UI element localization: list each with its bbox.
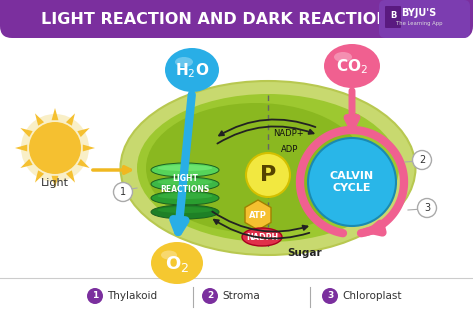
Text: Sugar: Sugar bbox=[288, 248, 322, 258]
Ellipse shape bbox=[158, 165, 212, 171]
FancyBboxPatch shape bbox=[0, 278, 473, 318]
Circle shape bbox=[202, 288, 218, 304]
Text: 1: 1 bbox=[120, 187, 126, 197]
Polygon shape bbox=[78, 159, 90, 168]
Ellipse shape bbox=[151, 191, 219, 205]
Ellipse shape bbox=[175, 57, 193, 67]
Ellipse shape bbox=[334, 52, 352, 62]
Circle shape bbox=[114, 183, 132, 202]
Text: Chloroplast: Chloroplast bbox=[342, 291, 402, 301]
Ellipse shape bbox=[151, 177, 219, 191]
Ellipse shape bbox=[137, 94, 399, 242]
Circle shape bbox=[87, 288, 103, 304]
Polygon shape bbox=[52, 176, 58, 188]
Ellipse shape bbox=[324, 44, 380, 88]
FancyBboxPatch shape bbox=[0, 0, 473, 38]
Circle shape bbox=[29, 122, 81, 174]
Polygon shape bbox=[35, 113, 44, 126]
Circle shape bbox=[21, 114, 89, 182]
Circle shape bbox=[412, 150, 431, 169]
Circle shape bbox=[246, 153, 290, 197]
Polygon shape bbox=[66, 113, 75, 126]
FancyBboxPatch shape bbox=[0, 38, 473, 278]
Text: CALVIN
CYCLE: CALVIN CYCLE bbox=[330, 171, 374, 193]
FancyBboxPatch shape bbox=[0, 0, 473, 20]
Text: ADP: ADP bbox=[281, 146, 298, 155]
Ellipse shape bbox=[146, 103, 366, 233]
Ellipse shape bbox=[151, 163, 219, 177]
Text: The Learning App: The Learning App bbox=[396, 22, 442, 26]
Ellipse shape bbox=[121, 81, 415, 255]
Text: LIGHT
REACTIONS: LIGHT REACTIONS bbox=[160, 174, 210, 194]
Ellipse shape bbox=[151, 205, 219, 219]
Text: P: P bbox=[260, 165, 276, 185]
Polygon shape bbox=[78, 128, 90, 137]
Text: NADPH: NADPH bbox=[246, 232, 278, 241]
Ellipse shape bbox=[158, 179, 212, 185]
Polygon shape bbox=[20, 159, 33, 168]
Text: NADP+: NADP+ bbox=[273, 128, 303, 137]
Text: LIGHT REACTION AND DARK REACTION: LIGHT REACTION AND DARK REACTION bbox=[41, 12, 389, 27]
Text: CO$_2$: CO$_2$ bbox=[336, 58, 368, 76]
Circle shape bbox=[418, 198, 437, 218]
Ellipse shape bbox=[158, 193, 212, 199]
Text: 2: 2 bbox=[207, 292, 213, 301]
Text: Stroma: Stroma bbox=[222, 291, 260, 301]
Polygon shape bbox=[35, 170, 44, 183]
Polygon shape bbox=[83, 145, 95, 151]
Polygon shape bbox=[15, 145, 27, 151]
Text: H$_2$O: H$_2$O bbox=[175, 62, 209, 80]
Circle shape bbox=[308, 138, 396, 226]
FancyBboxPatch shape bbox=[385, 6, 401, 28]
Text: ATP: ATP bbox=[249, 211, 267, 219]
Text: Light: Light bbox=[41, 178, 69, 188]
Text: Thylakoid: Thylakoid bbox=[107, 291, 157, 301]
Polygon shape bbox=[66, 170, 75, 183]
Circle shape bbox=[322, 288, 338, 304]
Text: 2: 2 bbox=[419, 155, 425, 165]
Text: O$_2$: O$_2$ bbox=[165, 254, 189, 274]
Polygon shape bbox=[20, 128, 33, 137]
Text: 1: 1 bbox=[92, 292, 98, 301]
Text: 3: 3 bbox=[424, 203, 430, 213]
Ellipse shape bbox=[165, 48, 219, 92]
Polygon shape bbox=[52, 108, 58, 120]
FancyBboxPatch shape bbox=[379, 0, 470, 38]
Text: 3: 3 bbox=[327, 292, 333, 301]
Ellipse shape bbox=[151, 242, 203, 284]
Text: B: B bbox=[390, 11, 396, 20]
Ellipse shape bbox=[161, 251, 177, 259]
Ellipse shape bbox=[242, 228, 282, 246]
Text: BYJU'S: BYJU'S bbox=[402, 8, 437, 18]
Ellipse shape bbox=[158, 207, 212, 213]
